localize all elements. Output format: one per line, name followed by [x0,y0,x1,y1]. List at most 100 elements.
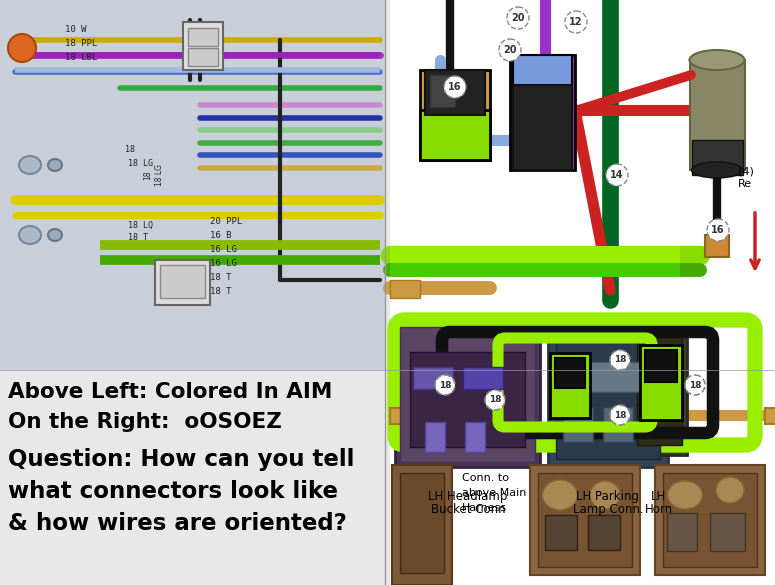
Text: 14: 14 [610,170,624,180]
Bar [640,350,679,390]
Ellipse shape [19,226,41,244]
Bar [513,55,572,113]
Text: Above Left: Colored In AIM: Above Left: Colored In AIM [8,382,332,402]
Circle shape [444,76,466,98]
Bar [690,60,745,170]
Bar [420,70,490,160]
Bar [0,370,385,585]
Text: 18 PPL: 18 PPL [65,40,97,49]
Bar [640,345,682,420]
Text: 18: 18 [614,411,626,419]
Text: 18: 18 [689,380,701,390]
Text: 18 T: 18 T [128,233,148,243]
Text: 18: 18 [143,170,153,180]
Bar [603,407,633,442]
Bar [155,260,210,305]
Text: 18 LBL: 18 LBL [65,53,97,63]
Text: Horn: Horn [645,503,673,516]
Bar [390,0,775,585]
Text: (4): (4) [738,167,754,177]
Text: 10 W: 10 W [65,26,87,35]
Text: On the Right:  oOSOEZ: On the Right: oOSOEZ [8,412,282,432]
Text: above Main: above Main [462,488,526,498]
Bar [160,265,205,298]
Text: Conn. to: Conn. to [462,473,509,483]
Circle shape [485,390,505,410]
Text: Lamp Conn.: Lamp Conn. [573,503,643,516]
Ellipse shape [542,480,577,510]
Bar [548,327,668,467]
Text: Question: How can you tell: Question: How can you tell [8,448,354,471]
Bar [400,327,535,462]
Bar [563,407,593,442]
Ellipse shape [48,159,62,171]
Ellipse shape [590,481,620,509]
Bar [465,422,485,452]
Text: 20: 20 [512,13,525,23]
Bar [392,465,452,585]
Circle shape [507,7,529,29]
Bar [655,465,765,575]
Text: LH: LH [651,490,666,503]
Circle shape [499,39,521,61]
Bar [420,110,490,160]
Bar [390,408,412,424]
Bar [390,280,420,298]
Text: LH Parking: LH Parking [577,490,639,503]
Bar [430,75,455,107]
Text: 18 T: 18 T [210,274,232,283]
Bar [530,465,640,575]
Ellipse shape [667,481,702,509]
Bar [513,85,572,170]
Ellipse shape [19,156,41,174]
Text: 18: 18 [614,356,626,364]
Bar [588,515,620,550]
Text: 18: 18 [125,146,135,154]
Bar [183,22,223,70]
Circle shape [8,34,36,62]
Bar [637,335,682,445]
Text: 18: 18 [489,395,501,404]
Bar [188,48,218,66]
Text: 12: 12 [570,17,583,27]
Bar [463,367,503,389]
Bar [663,473,757,567]
Text: 18 LG: 18 LG [128,159,153,167]
Bar [667,513,697,551]
Text: 16: 16 [711,225,725,235]
Text: Harness: Harness [462,503,507,513]
Ellipse shape [691,162,742,178]
Ellipse shape [690,50,745,70]
Bar [0,0,385,370]
Bar [555,358,585,388]
Circle shape [707,219,729,241]
Text: Re: Re [738,179,752,189]
Bar [395,322,540,467]
Text: 18 LQ: 18 LQ [128,221,153,229]
Bar [510,55,575,170]
Bar [545,515,577,550]
Circle shape [610,350,630,370]
Text: what connectors look like: what connectors look like [8,480,338,503]
Text: 18 LG: 18 LG [156,164,164,186]
Bar [556,335,660,459]
Ellipse shape [48,229,62,241]
Bar [538,473,632,567]
Text: 16: 16 [448,82,462,92]
Bar [188,28,218,46]
Text: 20 PPL: 20 PPL [210,218,243,226]
Ellipse shape [716,477,744,503]
Text: 16 LG: 16 LG [210,246,237,254]
Text: 16 B: 16 B [210,232,232,240]
Text: & how wires are oriented?: & how wires are oriented? [8,512,347,535]
Bar [400,473,444,573]
Circle shape [435,375,455,395]
Circle shape [610,405,630,425]
Text: 16 LG: 16 LG [210,260,237,269]
Bar [692,140,743,175]
Circle shape [565,11,587,33]
Circle shape [685,375,705,395]
Bar [645,350,677,382]
Bar [425,70,485,115]
Bar [705,235,729,257]
